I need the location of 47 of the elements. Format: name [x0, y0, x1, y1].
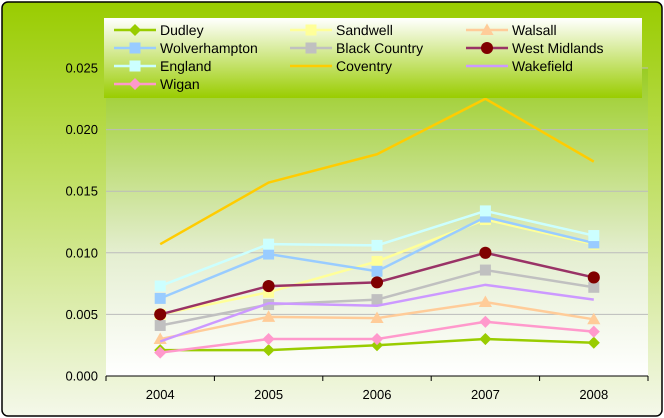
legend-label: Sandwell: [336, 22, 393, 38]
point: [372, 266, 382, 277]
point: [262, 344, 275, 356]
x-tick-label: 2007: [470, 387, 500, 402]
legend-label: Coventry: [336, 58, 392, 74]
y-tick-label: 0.005: [65, 306, 98, 322]
point: [262, 310, 276, 322]
point: [479, 316, 492, 328]
y-tick-label: 0.020: [65, 122, 98, 138]
x-tick-label: 2008: [579, 387, 608, 402]
y-tick-label: 0.015: [65, 184, 98, 199]
y-tick-label: 0.010: [65, 245, 98, 260]
point: [588, 336, 600, 349]
point: [588, 230, 600, 242]
point: [588, 282, 600, 293]
legend-label: Wakefield: [512, 58, 573, 74]
legend-label: Wolverhampton: [160, 40, 258, 56]
point: [480, 205, 491, 216]
point: [370, 332, 384, 346]
point: [372, 294, 382, 306]
line-series: [158, 98, 596, 246]
y-tick-label: 0.025: [65, 60, 98, 76]
x-tick-label: 2005: [254, 387, 284, 402]
point: [372, 256, 382, 267]
point: [372, 240, 382, 251]
x-tick-label: 2006: [362, 387, 392, 402]
legend-label: Walsall: [512, 22, 557, 38]
point: [263, 248, 274, 260]
legend-label: West Midlands: [512, 40, 604, 56]
legend-label: Black Country: [336, 40, 424, 56]
point: [587, 312, 600, 324]
point: [478, 295, 492, 308]
point: [154, 292, 166, 304]
y-tick-label: 0.000: [65, 368, 98, 384]
point: [480, 264, 491, 276]
point: [154, 320, 166, 331]
point: [154, 346, 166, 359]
legend-label: Dudley: [160, 22, 204, 38]
point: [588, 326, 600, 338]
legend-label: England: [160, 58, 212, 74]
point: [262, 332, 275, 346]
point: [154, 280, 166, 292]
x-tick-label: 2004: [146, 387, 175, 402]
point: [370, 311, 384, 324]
point: [263, 238, 274, 250]
point: [479, 332, 492, 346]
legend-label: Wigan: [160, 76, 200, 92]
